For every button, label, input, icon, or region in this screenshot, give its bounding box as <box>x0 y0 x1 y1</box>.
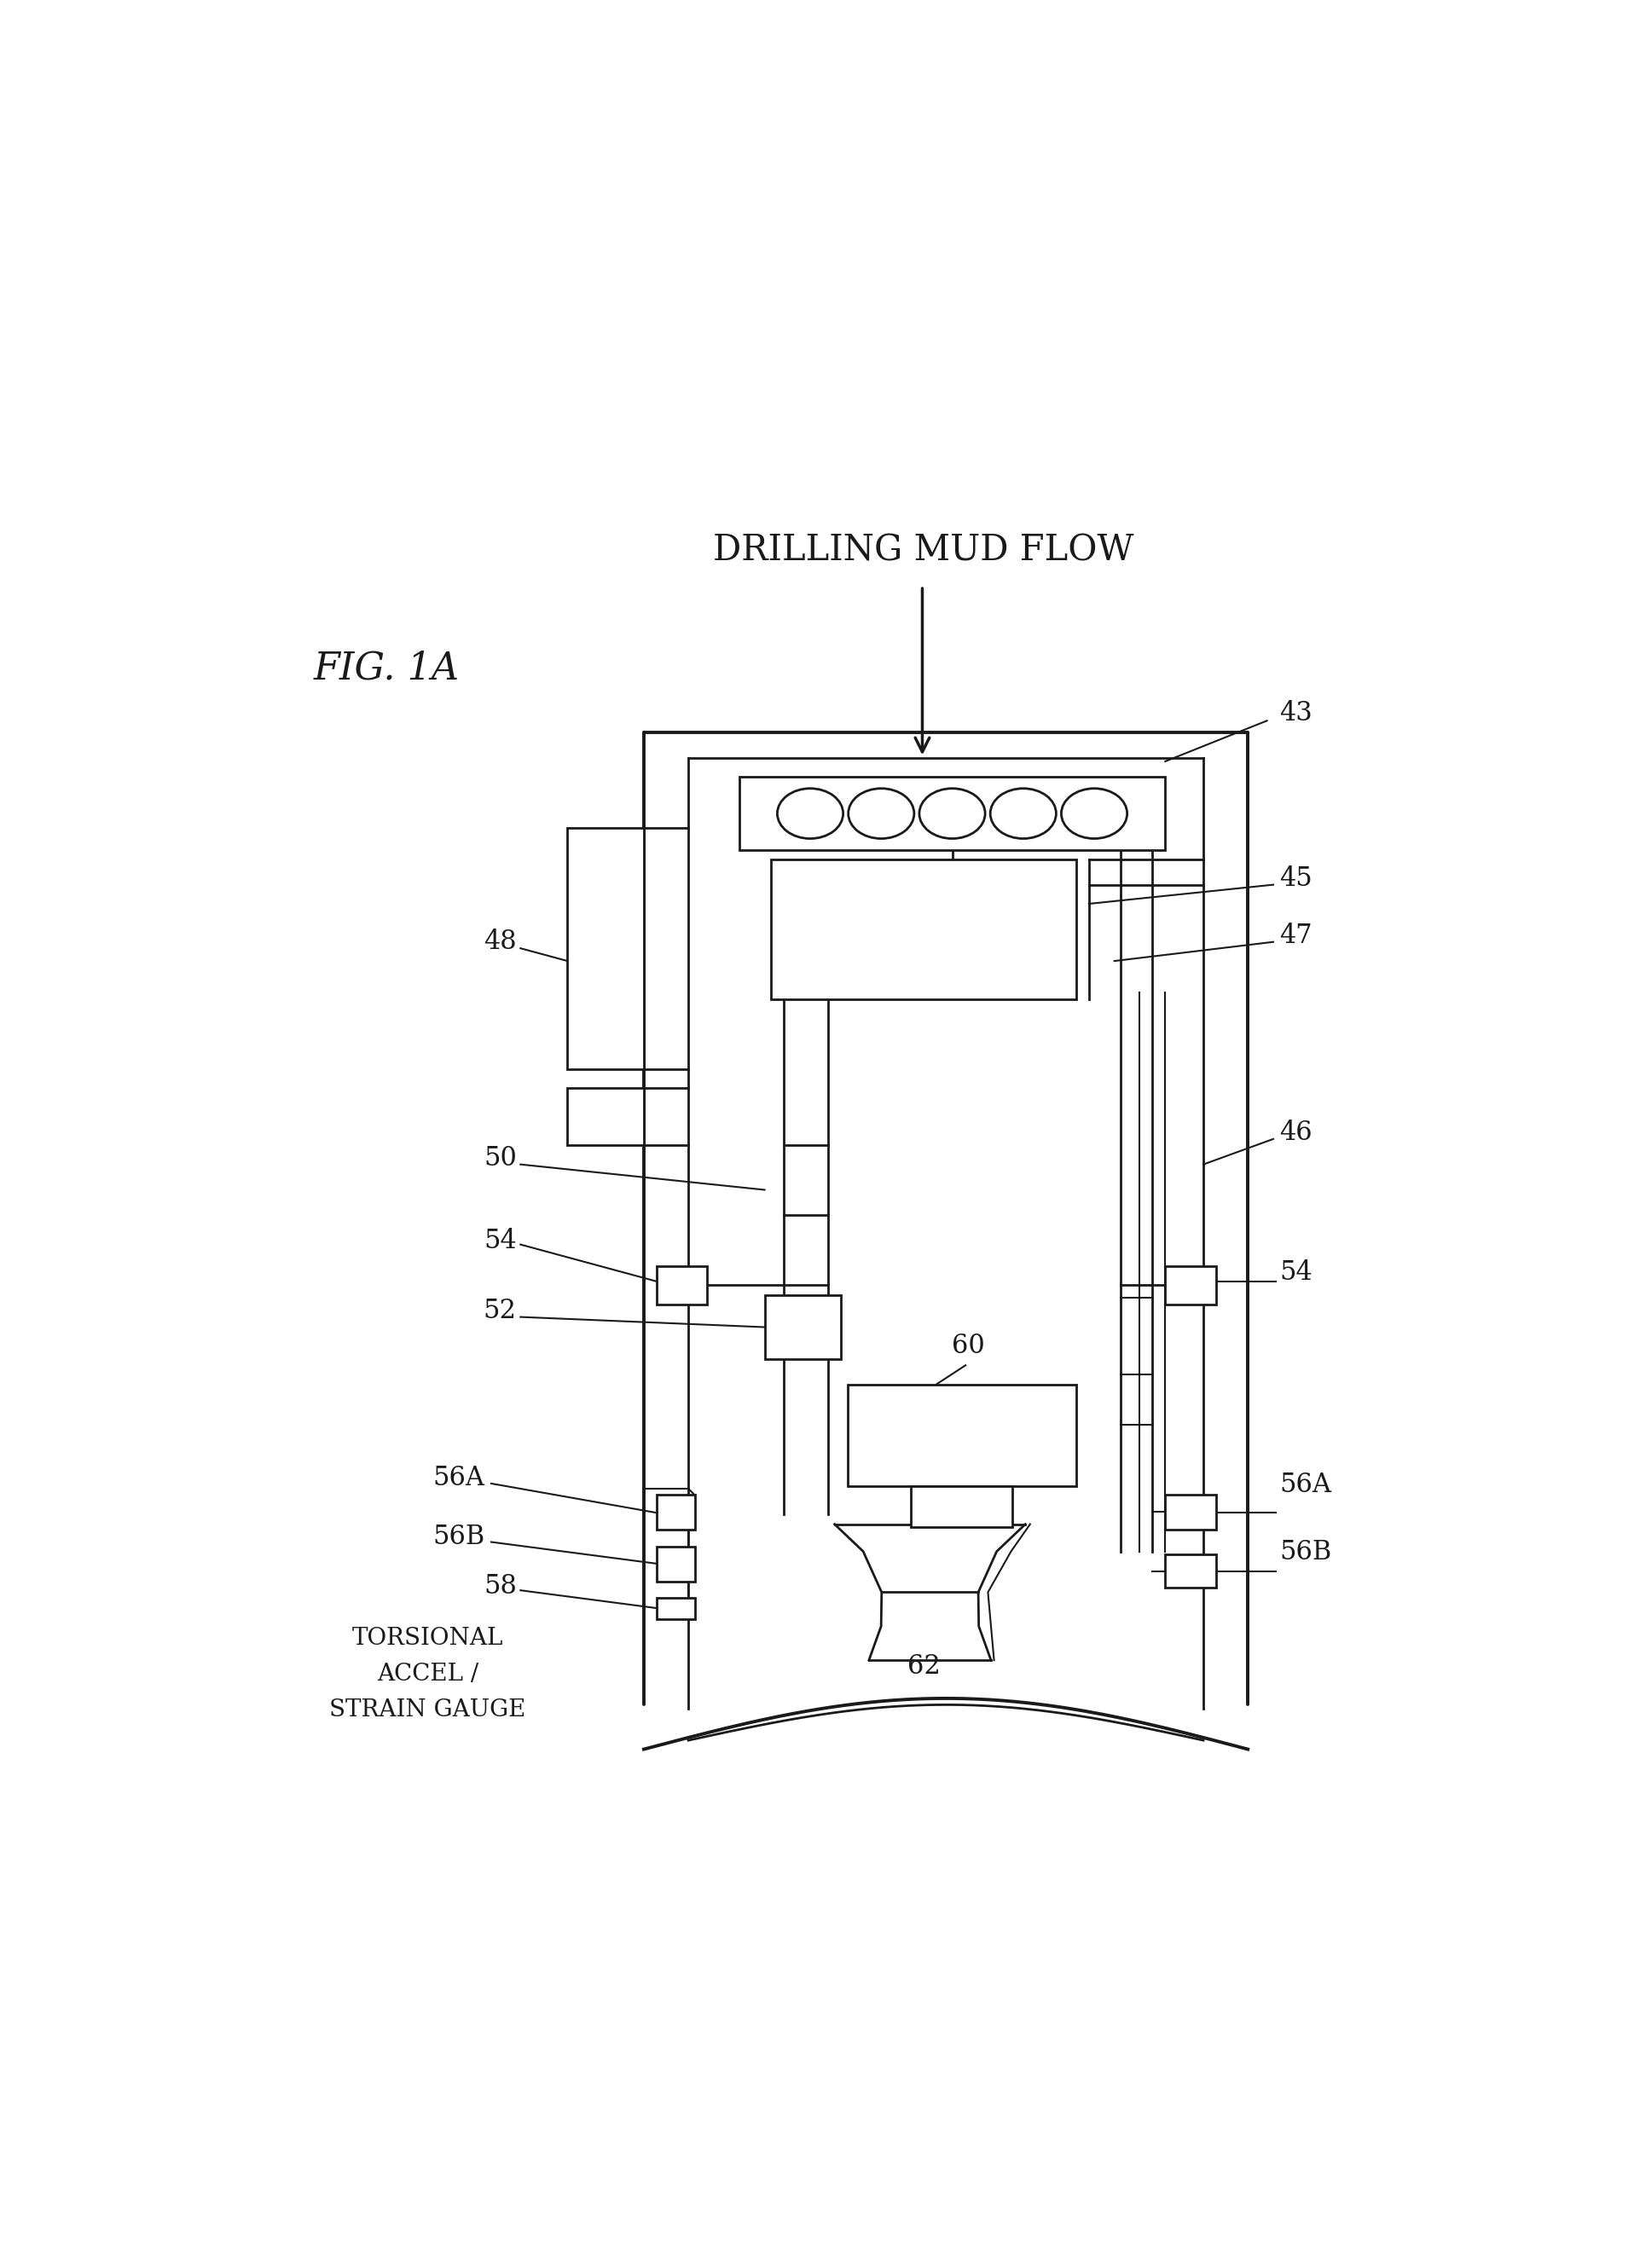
Text: 43: 43 <box>1279 701 1312 726</box>
Bar <box>1164 1556 1215 1588</box>
Text: 56A: 56A <box>433 1465 485 1492</box>
Text: 48: 48 <box>484 928 517 955</box>
Text: 56A: 56A <box>1279 1472 1332 1497</box>
Text: 54: 54 <box>484 1227 517 1254</box>
Text: 60: 60 <box>951 1334 984 1359</box>
Bar <box>656 1599 694 1619</box>
Ellipse shape <box>991 789 1056 839</box>
Bar <box>656 1266 707 1304</box>
Text: TORSIONAL: TORSIONAL <box>353 1626 503 1651</box>
Text: DRILLING MUD FLOW: DRILLING MUD FLOW <box>713 533 1133 569</box>
Bar <box>738 776 1164 850</box>
Bar <box>567 828 643 1068</box>
Text: ACCEL /: ACCEL / <box>377 1662 479 1685</box>
Text: 56B: 56B <box>433 1524 485 1549</box>
Bar <box>846 1383 1076 1486</box>
Bar <box>656 1495 694 1529</box>
Bar <box>1164 1495 1215 1529</box>
Text: 56B: 56B <box>1279 1540 1332 1565</box>
Text: 58: 58 <box>484 1574 517 1599</box>
Bar <box>771 860 1076 1000</box>
Ellipse shape <box>848 789 913 839</box>
Ellipse shape <box>918 789 984 839</box>
Text: 46: 46 <box>1279 1120 1312 1145</box>
Bar <box>910 1486 1012 1526</box>
Ellipse shape <box>777 789 843 839</box>
Bar <box>567 1089 643 1145</box>
Text: 45: 45 <box>1279 864 1312 891</box>
Text: 62: 62 <box>907 1653 940 1681</box>
Text: 50: 50 <box>484 1145 517 1170</box>
Text: 52: 52 <box>484 1297 517 1325</box>
Text: FIG. 1A: FIG. 1A <box>313 651 459 687</box>
Text: 47: 47 <box>1279 923 1312 948</box>
Bar <box>764 1295 840 1359</box>
Text: 54: 54 <box>1279 1259 1312 1286</box>
Text: STRAIN GAUGE: STRAIN GAUGE <box>330 1699 525 1721</box>
Bar <box>656 1547 694 1581</box>
Ellipse shape <box>1061 789 1127 839</box>
Bar <box>1164 1266 1215 1304</box>
